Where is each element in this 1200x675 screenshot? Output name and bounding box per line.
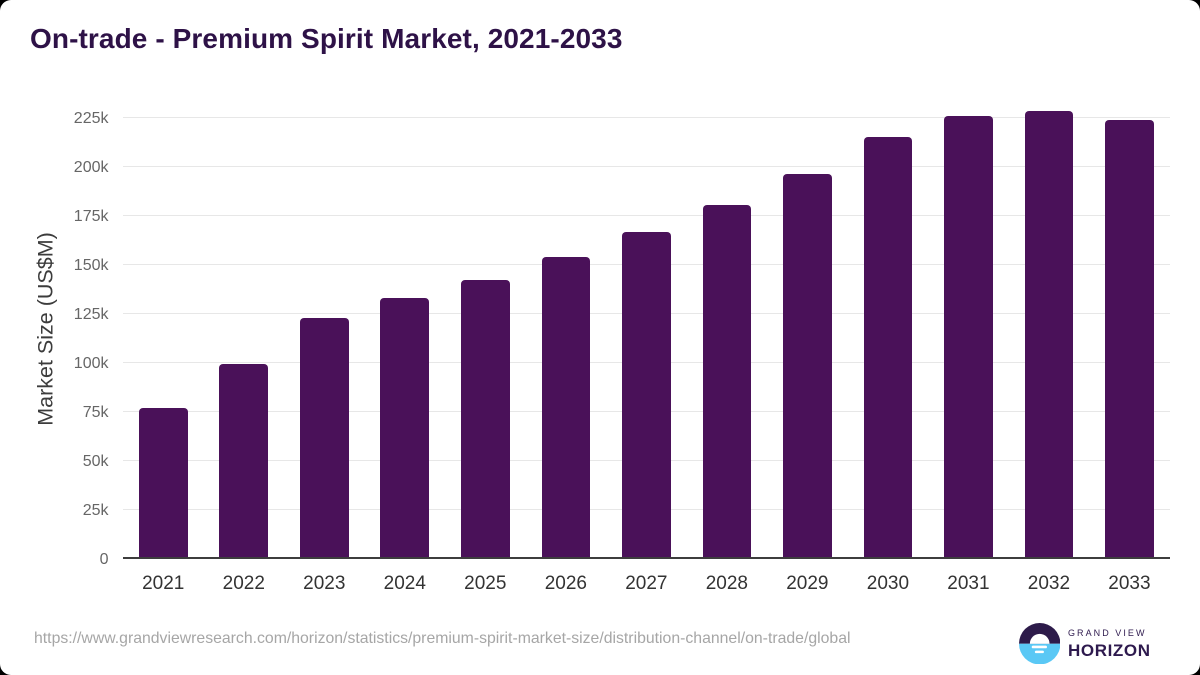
bar-2030[interactable] bbox=[863, 137, 913, 558]
x-tick-label-2022: 2022 bbox=[222, 573, 265, 595]
source-url: https://www.grandviewresearch.com/horizo… bbox=[34, 629, 851, 647]
chart-title: On-trade - Premium Spirit Market, 2021-2… bbox=[30, 22, 623, 54]
y-tick-label-125k: 125k bbox=[73, 306, 109, 324]
grand-view-horizon-logo: GRAND VIEW HORIZON bbox=[1019, 622, 1179, 666]
bar-2029[interactable] bbox=[783, 173, 832, 558]
x-tick-label-2033: 2033 bbox=[1108, 573, 1151, 595]
x-axis-line bbox=[123, 557, 1170, 559]
y-tick-label-0: 0 bbox=[99, 551, 109, 568]
x-tick-label-2027: 2027 bbox=[625, 573, 668, 595]
bar-2022[interactable] bbox=[219, 363, 269, 558]
gridline-225k bbox=[123, 116, 1170, 118]
bar-2024[interactable] bbox=[380, 298, 430, 558]
bar-2031[interactable] bbox=[944, 115, 993, 558]
x-tick-label-2025: 2025 bbox=[464, 573, 507, 595]
y-tick-label-50k: 50k bbox=[82, 453, 109, 471]
y-tick-label-225k: 225k bbox=[73, 110, 109, 128]
logo-horizon-text: HORIZON bbox=[1068, 640, 1151, 660]
x-tick-label-2026: 2026 bbox=[544, 573, 587, 595]
bar-2026[interactable] bbox=[541, 257, 591, 558]
x-tick-label-2024: 2024 bbox=[383, 573, 426, 595]
x-tick-label-2023: 2023 bbox=[303, 573, 346, 595]
y-tick-label-200k: 200k bbox=[73, 159, 109, 177]
bar-2023[interactable] bbox=[299, 317, 349, 558]
x-tick-label-2021: 2021 bbox=[142, 573, 185, 595]
x-tick-label-2030: 2030 bbox=[866, 573, 910, 595]
horizon-sun-icon bbox=[1019, 622, 1061, 664]
y-tick-label-150k: 150k bbox=[73, 257, 109, 275]
gridline-175k bbox=[123, 214, 1170, 216]
x-tick-label-2028: 2028 bbox=[705, 573, 748, 595]
bar-2027[interactable] bbox=[622, 232, 671, 558]
bar-2033[interactable] bbox=[1105, 120, 1154, 558]
logo-grand-view-text: GRAND VIEW bbox=[1068, 627, 1147, 638]
bar-2032[interactable] bbox=[1024, 110, 1074, 558]
y-tick-label-175k: 175k bbox=[73, 208, 109, 226]
y-tick-label-25k: 25k bbox=[82, 502, 109, 520]
y-tick-label-100k: 100k bbox=[73, 355, 109, 373]
y-tick-label-75k: 75k bbox=[82, 404, 109, 422]
gridline-200k bbox=[123, 165, 1170, 167]
x-tick-label-2032: 2032 bbox=[1027, 573, 1071, 595]
x-tick-label-2031: 2031 bbox=[947, 573, 990, 595]
x-tick-label-2029: 2029 bbox=[786, 573, 829, 595]
bar-2028[interactable] bbox=[702, 205, 752, 558]
bar-2025[interactable] bbox=[461, 279, 510, 558]
bar-2021[interactable] bbox=[138, 407, 188, 558]
